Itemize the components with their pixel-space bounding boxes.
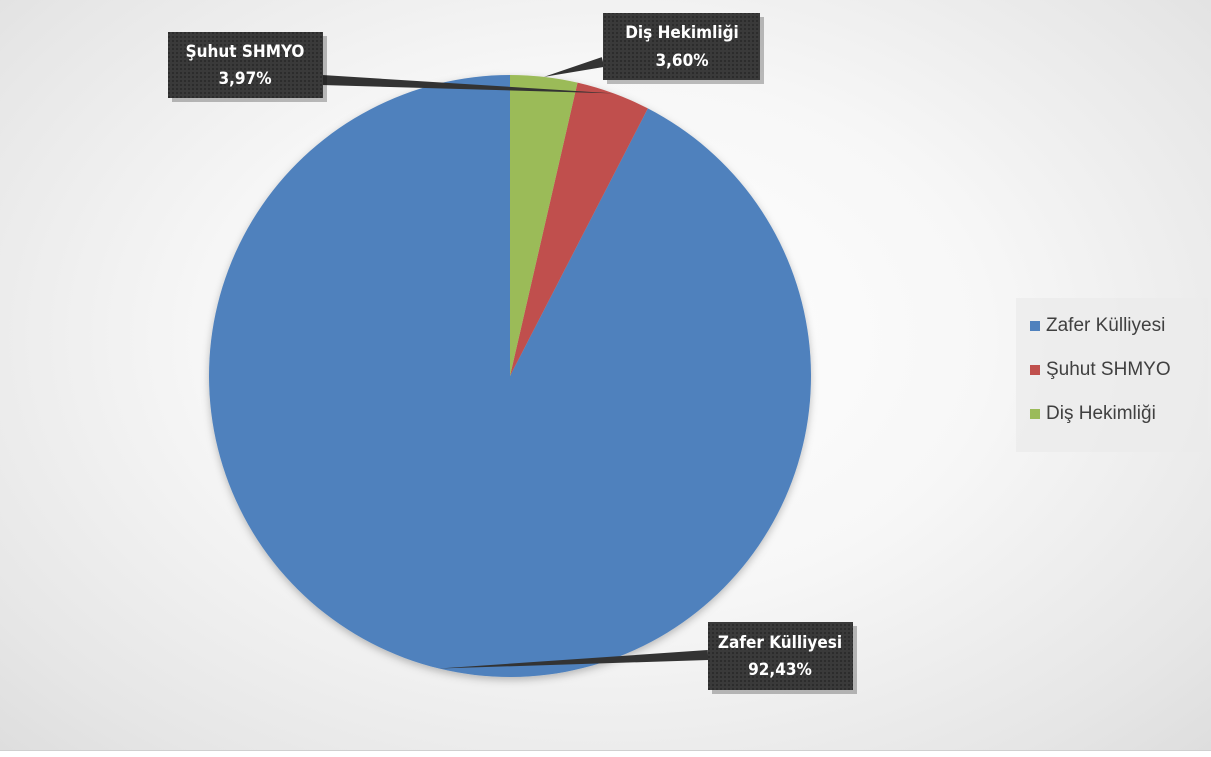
callout-label-dis: Diş Hekimliği [625,23,739,43]
callout-suhut: Şuhut SHMYO 3,97% [168,32,327,102]
legend-item-suhut: Şuhut SHMYO [1030,359,1208,380]
legend: Zafer Külliyesi Şuhut SHMYO Diş Hekimliğ… [1016,298,1208,452]
legend-label-dis: Diş Hekimliği [1046,403,1156,424]
legend-swatch-dis [1030,409,1040,419]
leader-lines [321,57,709,669]
legend-item-dis: Diş Hekimliği [1030,403,1208,424]
leader-line [543,57,605,77]
pie-slices [209,75,811,677]
callout-label-zafer: Zafer Külliyesi [718,633,842,653]
leader-line [439,650,709,669]
pie-slice-dis [510,75,578,376]
legend-item-zafer: Zafer Külliyesi [1030,315,1208,336]
callout-dis: Diş Hekimliği 3,60% [603,13,764,84]
legend-swatch-suhut [1030,365,1040,375]
legend-label-zafer: Zafer Külliyesi [1046,315,1166,336]
callout-value-dis: 3,60% [655,51,708,71]
callout-value-zafer: 92,43% [748,660,812,680]
leader-line [321,75,614,94]
legend-label-suhut: Şuhut SHMYO [1046,359,1171,380]
legend-swatch-zafer [1030,321,1040,331]
callout-value-suhut: 3,97% [218,69,271,89]
callout-zafer: Zafer Külliyesi 92,43% [708,622,857,694]
pie-slice-suhut [510,82,648,376]
callout-label-suhut: Şuhut SHMYO [186,42,305,62]
